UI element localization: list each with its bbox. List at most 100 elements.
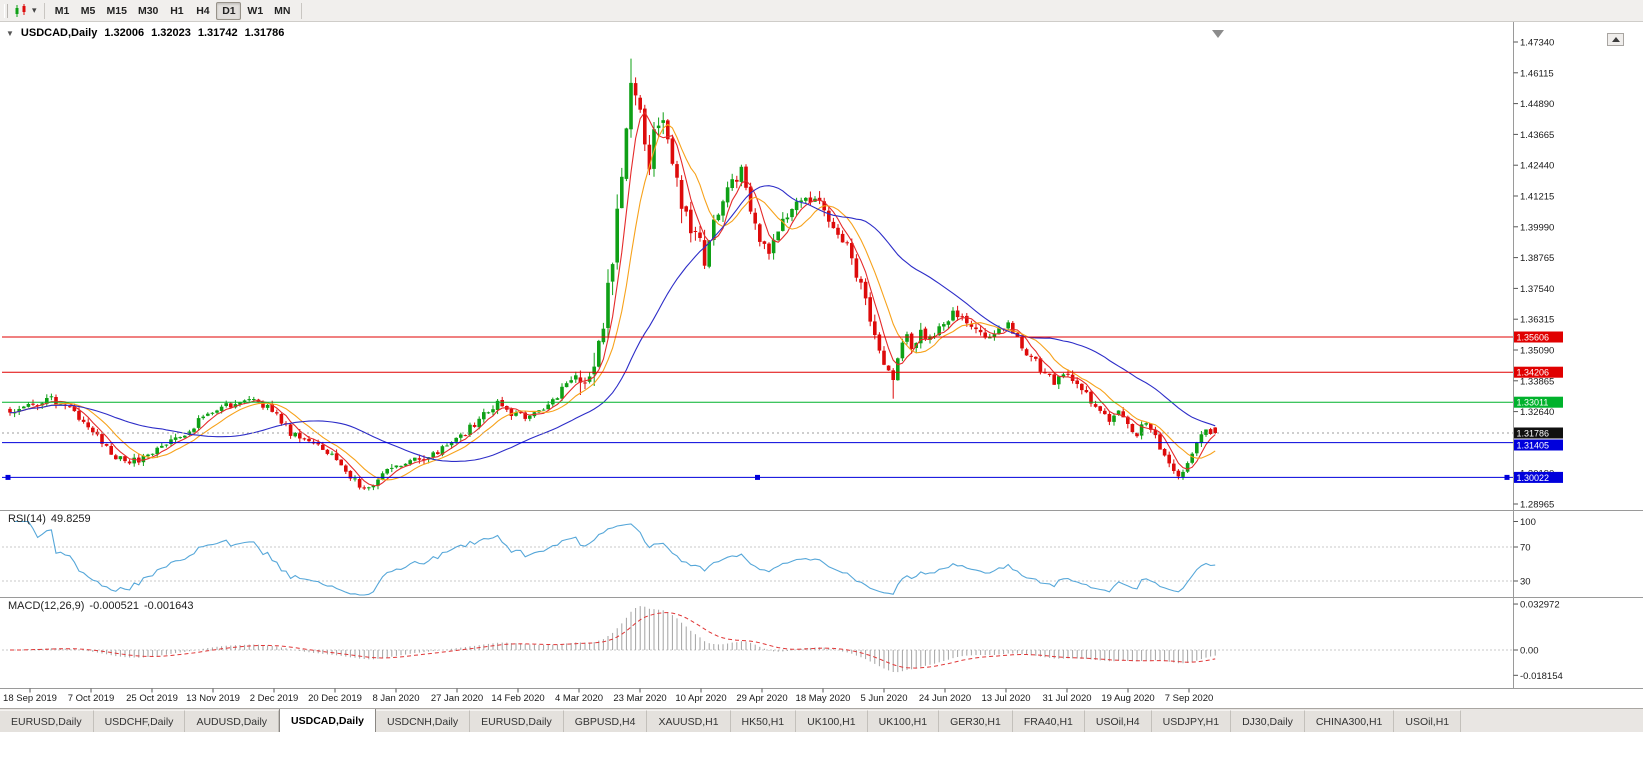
chart-tab-usoil-h4[interactable]: USOil,H4 bbox=[1084, 710, 1152, 732]
chart-tab-audusd-daily[interactable]: AUDUSD,Daily bbox=[185, 710, 280, 732]
toolbar: ▾ M1 M5 M15 M30 H1 H4 D1 W1 MN bbox=[0, 0, 1643, 22]
price-tick-label: 1.39990 bbox=[1520, 222, 1554, 233]
rsi-value: 49.8259 bbox=[50, 513, 91, 525]
timeframe-button-m15[interactable]: M15 bbox=[106, 4, 127, 17]
price-tag-text: 1.31405 bbox=[1517, 441, 1550, 451]
chart-type-icon[interactable] bbox=[12, 2, 30, 20]
rsi-indicator-label: RSI(14) 49.8259 bbox=[8, 513, 96, 525]
price-tag-1.31405[interactable]: 1.31405 bbox=[1514, 439, 1563, 451]
price-tag-1.31786[interactable]: 1.31786 bbox=[1514, 427, 1563, 439]
chart-window: 1.47340 1.46115 1.44890 1.43665 1.42440 1.412… bbox=[0, 22, 1643, 708]
chart-tab-china300-h1[interactable]: CHINA300,H1 bbox=[1304, 710, 1395, 732]
timeframe-button-d1[interactable]: D1 bbox=[216, 1, 242, 20]
chart-tab-bar: EURUSD,Daily USDCHF,Daily AUDUSD,Daily USDC… bbox=[0, 708, 1643, 732]
chart-tab-ger30-h1[interactable]: GER30,H1 bbox=[939, 710, 1013, 732]
timeframe-button-mn[interactable]: MN bbox=[274, 4, 291, 17]
price-tick-label: 1.36315 bbox=[1520, 315, 1554, 326]
price-tag-text: 1.34206 bbox=[1517, 368, 1550, 378]
timeframe-button-w1[interactable]: W1 bbox=[247, 4, 264, 17]
date-tick-label: 8 Jan 2020 bbox=[372, 693, 419, 704]
ohlc-low: 1.31742 bbox=[197, 27, 238, 39]
timeframe-button-m5[interactable]: M5 bbox=[80, 4, 96, 17]
date-tick-label: 13 Jul 2020 bbox=[981, 693, 1030, 704]
chart-tab-usdjpy-h1[interactable]: USDJPY,H1 bbox=[1151, 710, 1232, 732]
date-tick-label: 7 Sep 2020 bbox=[1165, 693, 1214, 704]
scroll-up-button[interactable] bbox=[1607, 33, 1624, 46]
date-tick-label: 10 Apr 2020 bbox=[675, 693, 726, 704]
ohlc-close: 1.31786 bbox=[244, 27, 285, 39]
date-tick-label: 19 Aug 2020 bbox=[1101, 693, 1154, 704]
date-tick-label: 20 Dec 2019 bbox=[308, 693, 362, 704]
chart-tab-usdcnh-daily[interactable]: USDCNH,Daily bbox=[375, 710, 471, 732]
date-tick-label: 13 Nov 2019 bbox=[186, 693, 240, 704]
price-tick-label: 1.42440 bbox=[1520, 161, 1554, 172]
ohlc-high: 1.32023 bbox=[151, 27, 191, 39]
collapse-arrow-icon[interactable]: ▼ bbox=[6, 28, 14, 38]
rsi-tick-label: 30 bbox=[1520, 577, 1531, 588]
macd-histogram bbox=[18, 606, 1216, 673]
line-selection-handle[interactable] bbox=[5, 474, 11, 480]
price-tick-label: 1.32640 bbox=[1520, 407, 1554, 418]
date-tick-label: 25 Oct 2019 bbox=[126, 693, 178, 704]
date-tick-label: 23 Mar 2020 bbox=[613, 693, 666, 704]
chart-canvas[interactable]: 1.47340 1.46115 1.44890 1.43665 1.42440 1.412… bbox=[0, 22, 1643, 708]
price-tick-label: 1.47340 bbox=[1520, 38, 1554, 49]
timeframe-button-m1[interactable]: M1 bbox=[54, 4, 70, 17]
date-tick-label: 14 Feb 2020 bbox=[491, 693, 544, 704]
chart-tab-hk50-h1[interactable]: HK50,H1 bbox=[730, 710, 797, 732]
date-tick-label: 18 May 2020 bbox=[796, 693, 851, 704]
macd-signal-line bbox=[10, 612, 1216, 669]
macd-tick-label: 0.00 bbox=[1520, 646, 1539, 657]
timeframe-button-m30[interactable]: M30 bbox=[137, 4, 159, 17]
date-tick-label: 4 Mar 2020 bbox=[555, 693, 603, 704]
macd-value-main: -0.000521 bbox=[89, 600, 139, 612]
price-tag-1.34206[interactable]: 1.34206 bbox=[1514, 366, 1563, 378]
price-tick-label: 1.28965 bbox=[1520, 500, 1554, 511]
rsi-tick-label: 100 bbox=[1520, 517, 1536, 528]
chart-tab-eurusd-daily[interactable]: EURUSD,Daily bbox=[470, 710, 564, 732]
line-selection-handle[interactable] bbox=[1504, 474, 1510, 480]
timeframe-button-h1[interactable]: H1 bbox=[170, 4, 184, 17]
chart-tab-gbpusd-h4[interactable]: GBPUSD,H4 bbox=[563, 710, 648, 732]
dropdown-caret-icon[interactable]: ▾ bbox=[32, 5, 37, 15]
toolbar-separator bbox=[300, 2, 302, 19]
ohlc-open: 1.32006 bbox=[104, 27, 145, 39]
chart-tab-uk100-h1[interactable]: UK100,H1 bbox=[867, 710, 940, 732]
price-tick-label: 1.44890 bbox=[1520, 99, 1554, 110]
chart-tab-xauusd-h1[interactable]: XAUUSD,H1 bbox=[647, 710, 731, 732]
line-selection-handle[interactable] bbox=[755, 474, 760, 480]
up-arrow-icon bbox=[1611, 37, 1620, 42]
date-tick-label: 7 Oct 2019 bbox=[68, 693, 114, 704]
date-tick-label: 5 Jun 2020 bbox=[860, 693, 907, 704]
macd-tick-label: -0.018154 bbox=[1520, 671, 1563, 682]
price-tag-1.30022[interactable]: 1.30022 bbox=[1514, 471, 1563, 483]
macd-indicator-label: MACD(12,26,9) -0.000521 -0.001643 bbox=[8, 600, 199, 612]
date-tick-label: 31 Jul 2020 bbox=[1042, 693, 1091, 704]
macd-name: MACD(12,26,9) bbox=[8, 600, 85, 612]
price-tick-label: 1.33865 bbox=[1520, 376, 1554, 387]
price-tick-label: 1.41215 bbox=[1520, 192, 1554, 203]
price-tag-text: 1.33011 bbox=[1517, 398, 1549, 408]
chart-symbol: USDCAD,Daily bbox=[20, 27, 98, 39]
ma-34-line bbox=[9, 185, 1216, 462]
price-tag-1.33011[interactable]: 1.33011 bbox=[1514, 396, 1563, 408]
toolbar-separator bbox=[43, 2, 45, 19]
toolbar-grip[interactable] bbox=[4, 3, 8, 18]
chart-tab-usoil-h1[interactable]: USOil,H1 bbox=[1394, 710, 1462, 732]
chart-tab-dj30-daily[interactable]: DJ30,Daily bbox=[1231, 710, 1305, 732]
chart-tab-fra40-h1[interactable]: FRA40,H1 bbox=[1012, 710, 1085, 732]
chart-shift-marker[interactable] bbox=[1212, 30, 1224, 38]
chart-tab-uk100-h1[interactable]: UK100,H1 bbox=[796, 710, 868, 732]
chart-tab-usdcad-daily[interactable]: USDCAD,Daily bbox=[279, 709, 376, 732]
price-tag-text: 1.31786 bbox=[1517, 429, 1550, 439]
chart-tab-eurusd-daily[interactable]: EURUSD,Daily bbox=[0, 710, 94, 732]
timeframe-button-h4[interactable]: H4 bbox=[196, 4, 210, 17]
ma-10-line bbox=[9, 123, 1216, 481]
chart-title: ▼ USDCAD,Daily 1.32006 1.32023 1.31742 1… bbox=[6, 27, 284, 39]
rsi-tick-label: 70 bbox=[1520, 543, 1531, 554]
chart-tab-usdchf-daily[interactable]: USDCHF,Daily bbox=[93, 710, 186, 732]
timeframe-buttons: M1 M5 M15 M30 H1 H4 D1 W1 MN bbox=[50, 1, 296, 20]
date-tick-label: 18 Sep 2019 bbox=[3, 693, 57, 704]
price-tag-1.35606[interactable]: 1.35606 bbox=[1514, 331, 1563, 343]
